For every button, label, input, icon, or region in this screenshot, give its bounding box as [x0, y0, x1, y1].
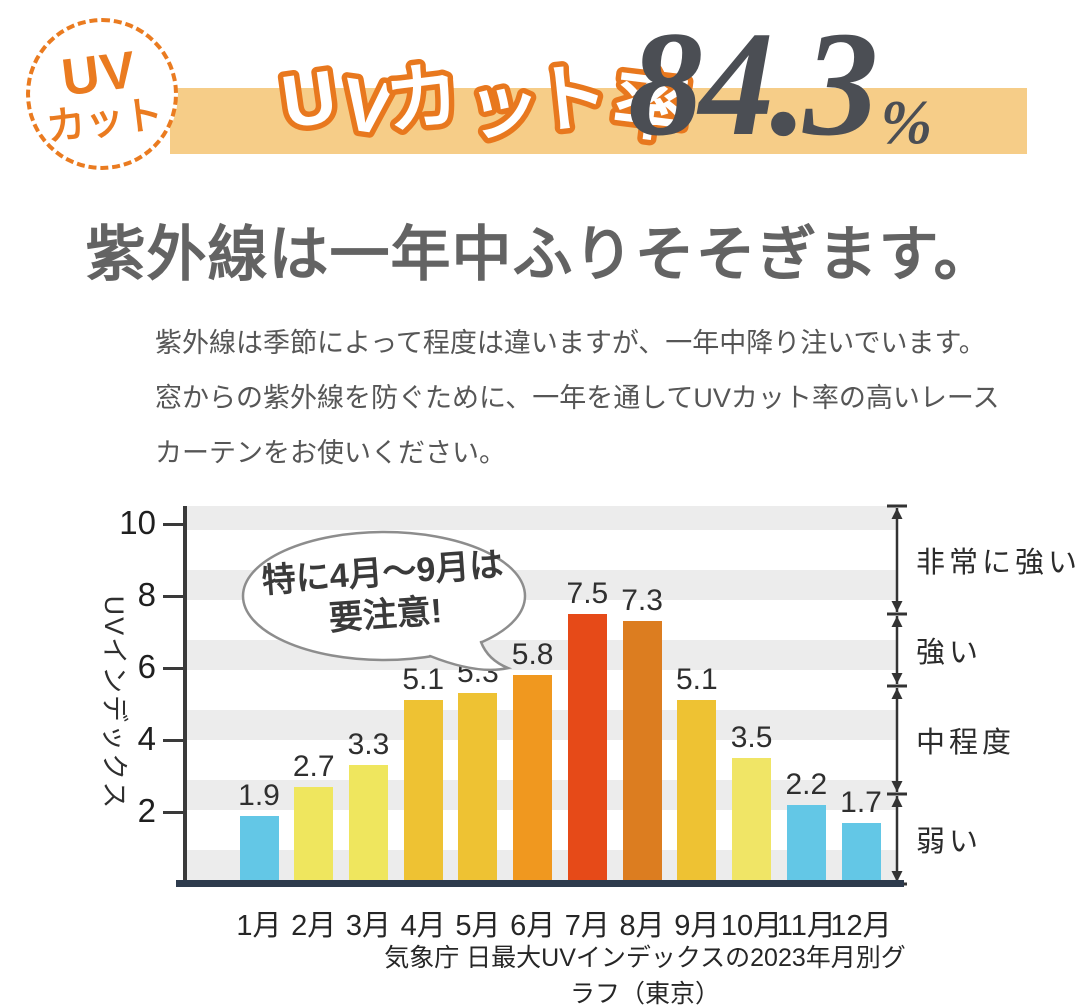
y-tick-label: 4 — [137, 720, 156, 757]
bar-value-label: 1.9 — [238, 778, 280, 812]
x-tick-label: 3月 — [345, 910, 392, 942]
header-label-graphic: UVカット率 — [271, 47, 698, 158]
x-tick-label: 1月 — [236, 910, 282, 942]
bracket-mark — [891, 673, 903, 684]
y-tick-label: 8 — [137, 576, 156, 613]
bar-value-label: 2.2 — [785, 767, 828, 801]
bar-7月 — [567, 614, 607, 884]
y-tick-label: 2 — [137, 792, 156, 829]
body-paragraph: 紫外線は季節によって程度は違いますが、一年中降り注いでいます。 窓からの紫外線を… — [155, 316, 1000, 481]
bracket-mark — [891, 796, 903, 807]
bar-value-label: 5.1 — [675, 663, 718, 697]
x-tick-label: 7月 — [564, 910, 610, 942]
bracket-mark — [891, 616, 903, 627]
bar-value-label: 5.1 — [402, 663, 445, 697]
chart-source-caption: 気象庁 日最大UVインデックスの2023年月別グラフ（東京） — [384, 944, 906, 1005]
zone-label-強い: 強い — [916, 637, 983, 669]
bar-9月 — [677, 700, 717, 884]
bar-6月 — [513, 675, 553, 884]
bar-10月 — [732, 758, 772, 884]
uv-cut-rate-unit: % — [880, 89, 933, 157]
y-tick-mark — [163, 522, 184, 526]
zone-label-中程度: 中程度 — [916, 727, 1016, 759]
y-tick-mark — [163, 810, 184, 814]
speech-bubble-tail-fill — [430, 635, 508, 670]
x-tick-label: 6月 — [510, 910, 556, 942]
speech-bubble-tail-outline — [428, 640, 513, 672]
bar-value-label: 3.5 — [730, 721, 773, 754]
bar-value-label: 5.8 — [511, 638, 554, 672]
header-band — [170, 88, 1027, 154]
bar-11月 — [786, 804, 826, 884]
bracket-mark — [891, 871, 903, 882]
y-axis-title: UVインデックス — [99, 595, 129, 811]
x-tick-label: 10月 — [720, 910, 783, 942]
zone-label-弱い: 弱い — [916, 826, 983, 858]
x-tick-label: 2月 — [291, 910, 337, 942]
uv-cut-rate: 84.3 % — [628, 0, 933, 167]
page-title: 紫外線は一年中ふりそそぎます。 — [85, 221, 995, 288]
bar-1月 — [239, 815, 279, 884]
speech-bubble-shape — [241, 530, 527, 672]
bar-value-label: 3.3 — [347, 728, 390, 762]
zone-label-非常に強い: 非常に強い — [916, 547, 1080, 579]
bar-3月 — [348, 765, 388, 884]
bar-value-label: 1.7 — [840, 785, 882, 819]
uv-cut-rate-value: 84.3 — [628, 1, 878, 167]
bar-2月 — [294, 786, 334, 884]
speech-bubble-ellipse — [241, 530, 527, 662]
body-line: カーテンをお使いください。 — [155, 438, 506, 468]
bar-value-label: 7.5 — [566, 577, 609, 610]
x-tick-label: 4月 — [400, 910, 446, 942]
bar-value-label: 2.7 — [292, 749, 335, 783]
bracket-mark — [891, 601, 903, 612]
uv-cut-badge-inner: UV カット — [38, 40, 166, 149]
x-tick-label: 12月 — [830, 910, 892, 942]
y-tick-mark — [163, 738, 184, 742]
x-tick-label: 5月 — [455, 910, 501, 942]
x-tick-label: 11月 — [776, 910, 836, 942]
bar-12月 — [841, 822, 881, 884]
bar-8月 — [622, 621, 662, 884]
bar-5月 — [458, 693, 498, 884]
y-axis-line — [183, 506, 187, 884]
bar-4月 — [403, 700, 443, 884]
body-line: 窓からの紫外線を防ぐために、一年を通してUVカット率の高いレース — [155, 383, 1000, 413]
x-axis-line — [176, 880, 904, 887]
y-tick-mark — [163, 594, 184, 598]
bar-chart-plot-area — [187, 506, 896, 884]
y-tick-label: 6 — [137, 648, 156, 685]
y-tick-mark — [163, 666, 184, 670]
uv-intensity-scale-bracket — [887, 504, 907, 886]
bracket-mark — [891, 688, 903, 699]
bracket-mark — [891, 781, 903, 792]
x-tick-label: 9月 — [674, 910, 720, 942]
x-tick-label: 8月 — [619, 910, 665, 942]
bar-value-label: 7.3 — [621, 584, 663, 618]
y-tick-label: 10 — [119, 504, 156, 541]
body-line: 紫外線は季節によって程度は違いますが、一年中降り注いでいます。 — [155, 328, 986, 358]
uv-cut-badge: UV カット — [26, 18, 178, 170]
bracket-mark — [891, 508, 903, 519]
